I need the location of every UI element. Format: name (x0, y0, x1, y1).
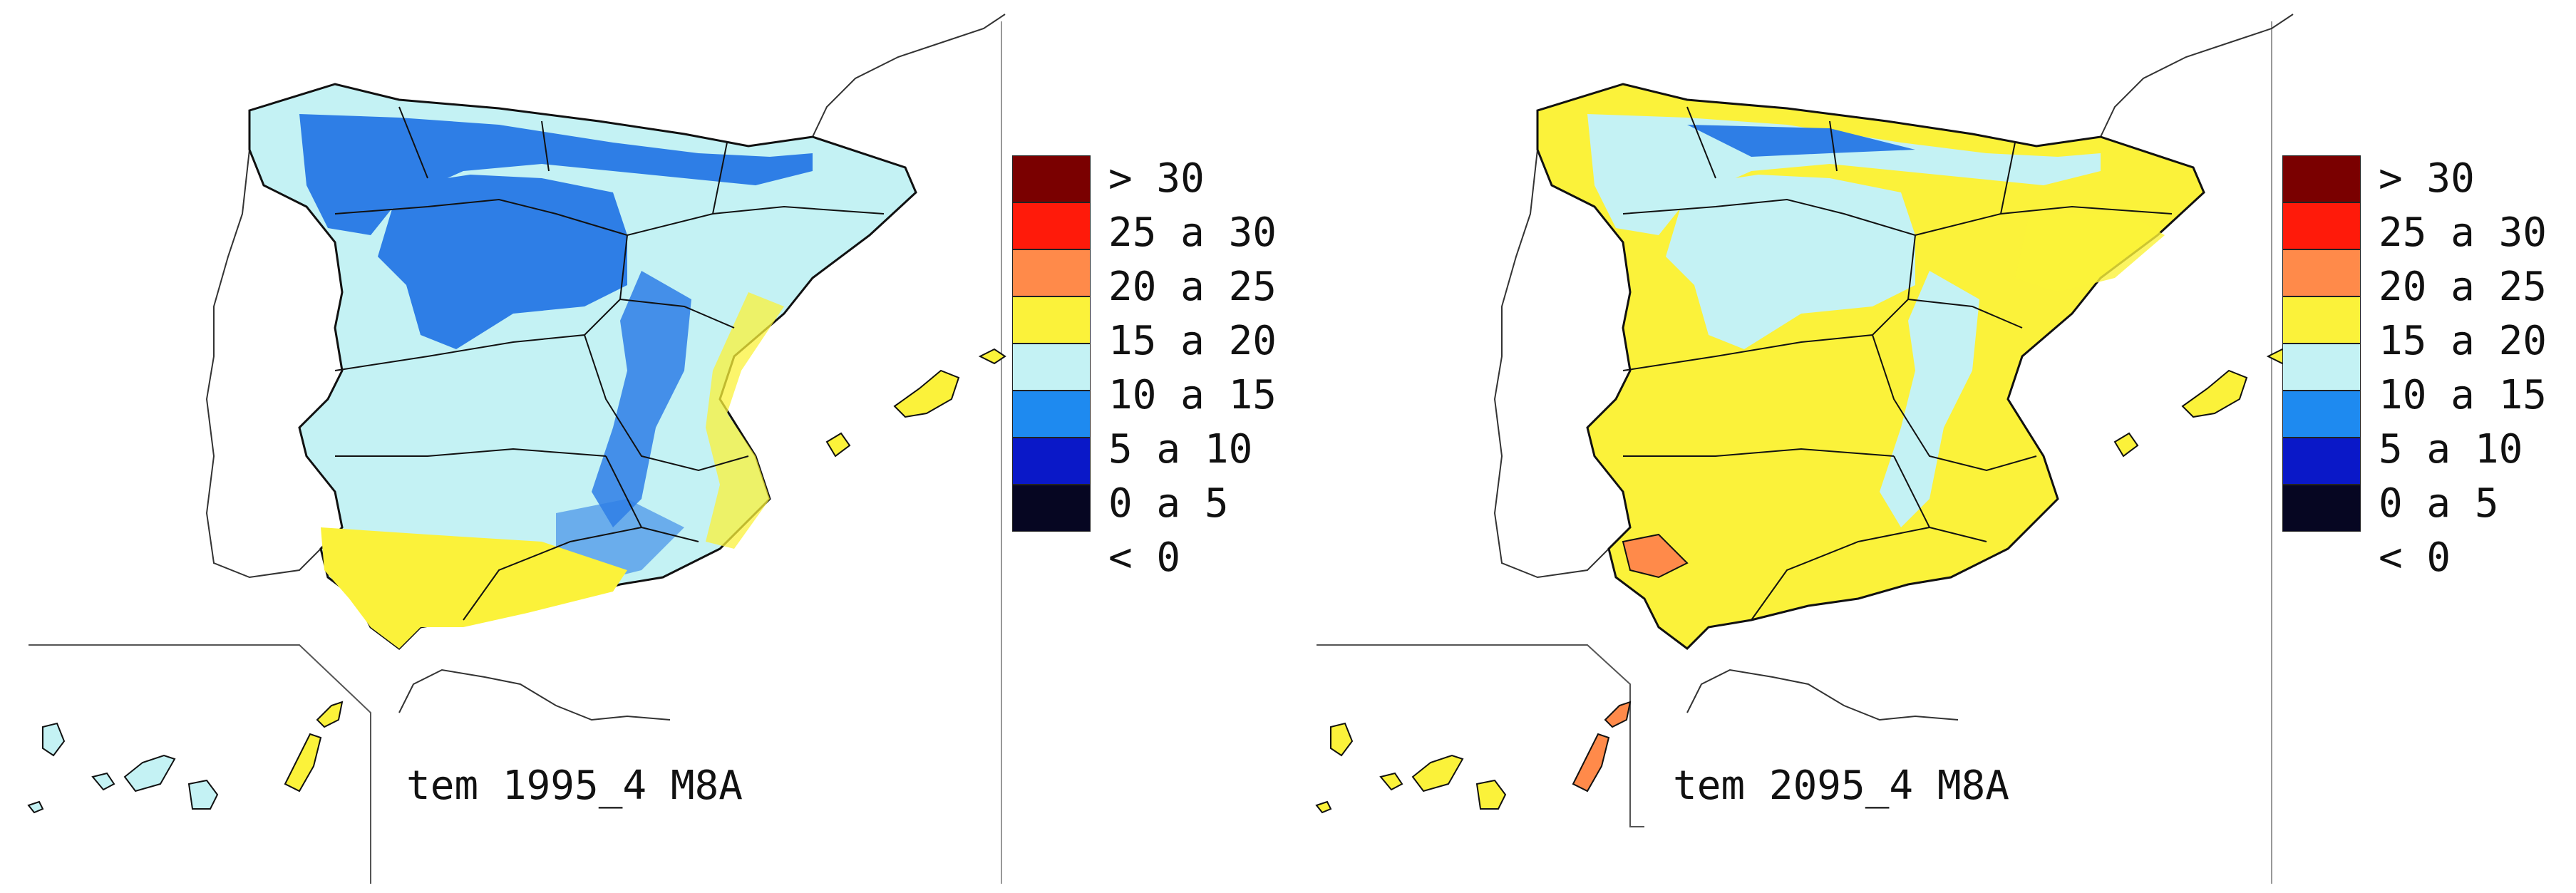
legend-swatch (2282, 249, 2361, 296)
map-caption: tem 2095_4 M8A (1673, 763, 2010, 809)
canary-inset-frame (29, 644, 371, 884)
legend-label: < 0 (2379, 535, 2451, 581)
legend-swatch (2282, 438, 2361, 485)
legend-swatch (2282, 202, 2361, 249)
legend-label: 0 a 5 (2379, 480, 2499, 527)
legend-swatch (2282, 296, 2361, 344)
legend-label: 10 a 15 (2379, 372, 2547, 418)
legend-swatch (1012, 391, 1091, 438)
legend-swatch (2282, 391, 2361, 438)
legend-swatch (2282, 485, 2361, 532)
legend-label: 25 a 30 (1108, 210, 1277, 256)
legend-label: 20 a 25 (1108, 264, 1277, 310)
legend-label: 15 a 20 (1108, 318, 1277, 364)
legend-swatch (1012, 155, 1091, 202)
legend-label: > 30 (2379, 155, 2475, 202)
legend-label: < 0 (1108, 535, 1181, 581)
legend-label: 0 a 5 (1108, 480, 1229, 527)
temperature-map-1995 (28, 14, 1006, 884)
legend-label: > 30 (1108, 155, 1205, 202)
map-panel-2095: > 30 25 a 30 20 a 25 15 a 20 10 a 15 5 a… (1288, 0, 2576, 893)
legend-label: 25 a 30 (2379, 210, 2547, 256)
map-panel-1995: > 30 25 a 30 20 a 25 15 a 20 10 a 15 5 a… (28, 14, 1277, 884)
legend-label: 5 a 10 (2379, 426, 2523, 473)
map-caption: tem 1995_4 M8A (406, 763, 743, 809)
legend-swatch (1012, 202, 1091, 249)
canary-inset-frame (1317, 644, 1644, 827)
legend-label: 20 a 25 (2379, 264, 2547, 310)
spain-mainland (248, 83, 917, 650)
balearic-islands (826, 349, 1006, 457)
balearic-islands (2114, 349, 2294, 457)
legend-swatch (1012, 485, 1091, 532)
legend-swatch (2282, 155, 2361, 202)
legend-swatch (1012, 249, 1091, 296)
temperature-map-2095 (1316, 14, 2294, 884)
canary-islands (1316, 701, 1631, 813)
legend-swatch (2282, 344, 2361, 391)
legend-swatch (1012, 438, 1091, 485)
legend-label: 15 a 20 (2379, 318, 2547, 364)
canary-islands (28, 701, 343, 813)
legend-swatch (1012, 296, 1091, 344)
legend-label: 5 a 10 (1108, 426, 1253, 473)
legend-swatch (1012, 344, 1091, 391)
legend-label: 10 a 15 (1108, 372, 1277, 418)
spain-mainland (1536, 83, 2205, 650)
